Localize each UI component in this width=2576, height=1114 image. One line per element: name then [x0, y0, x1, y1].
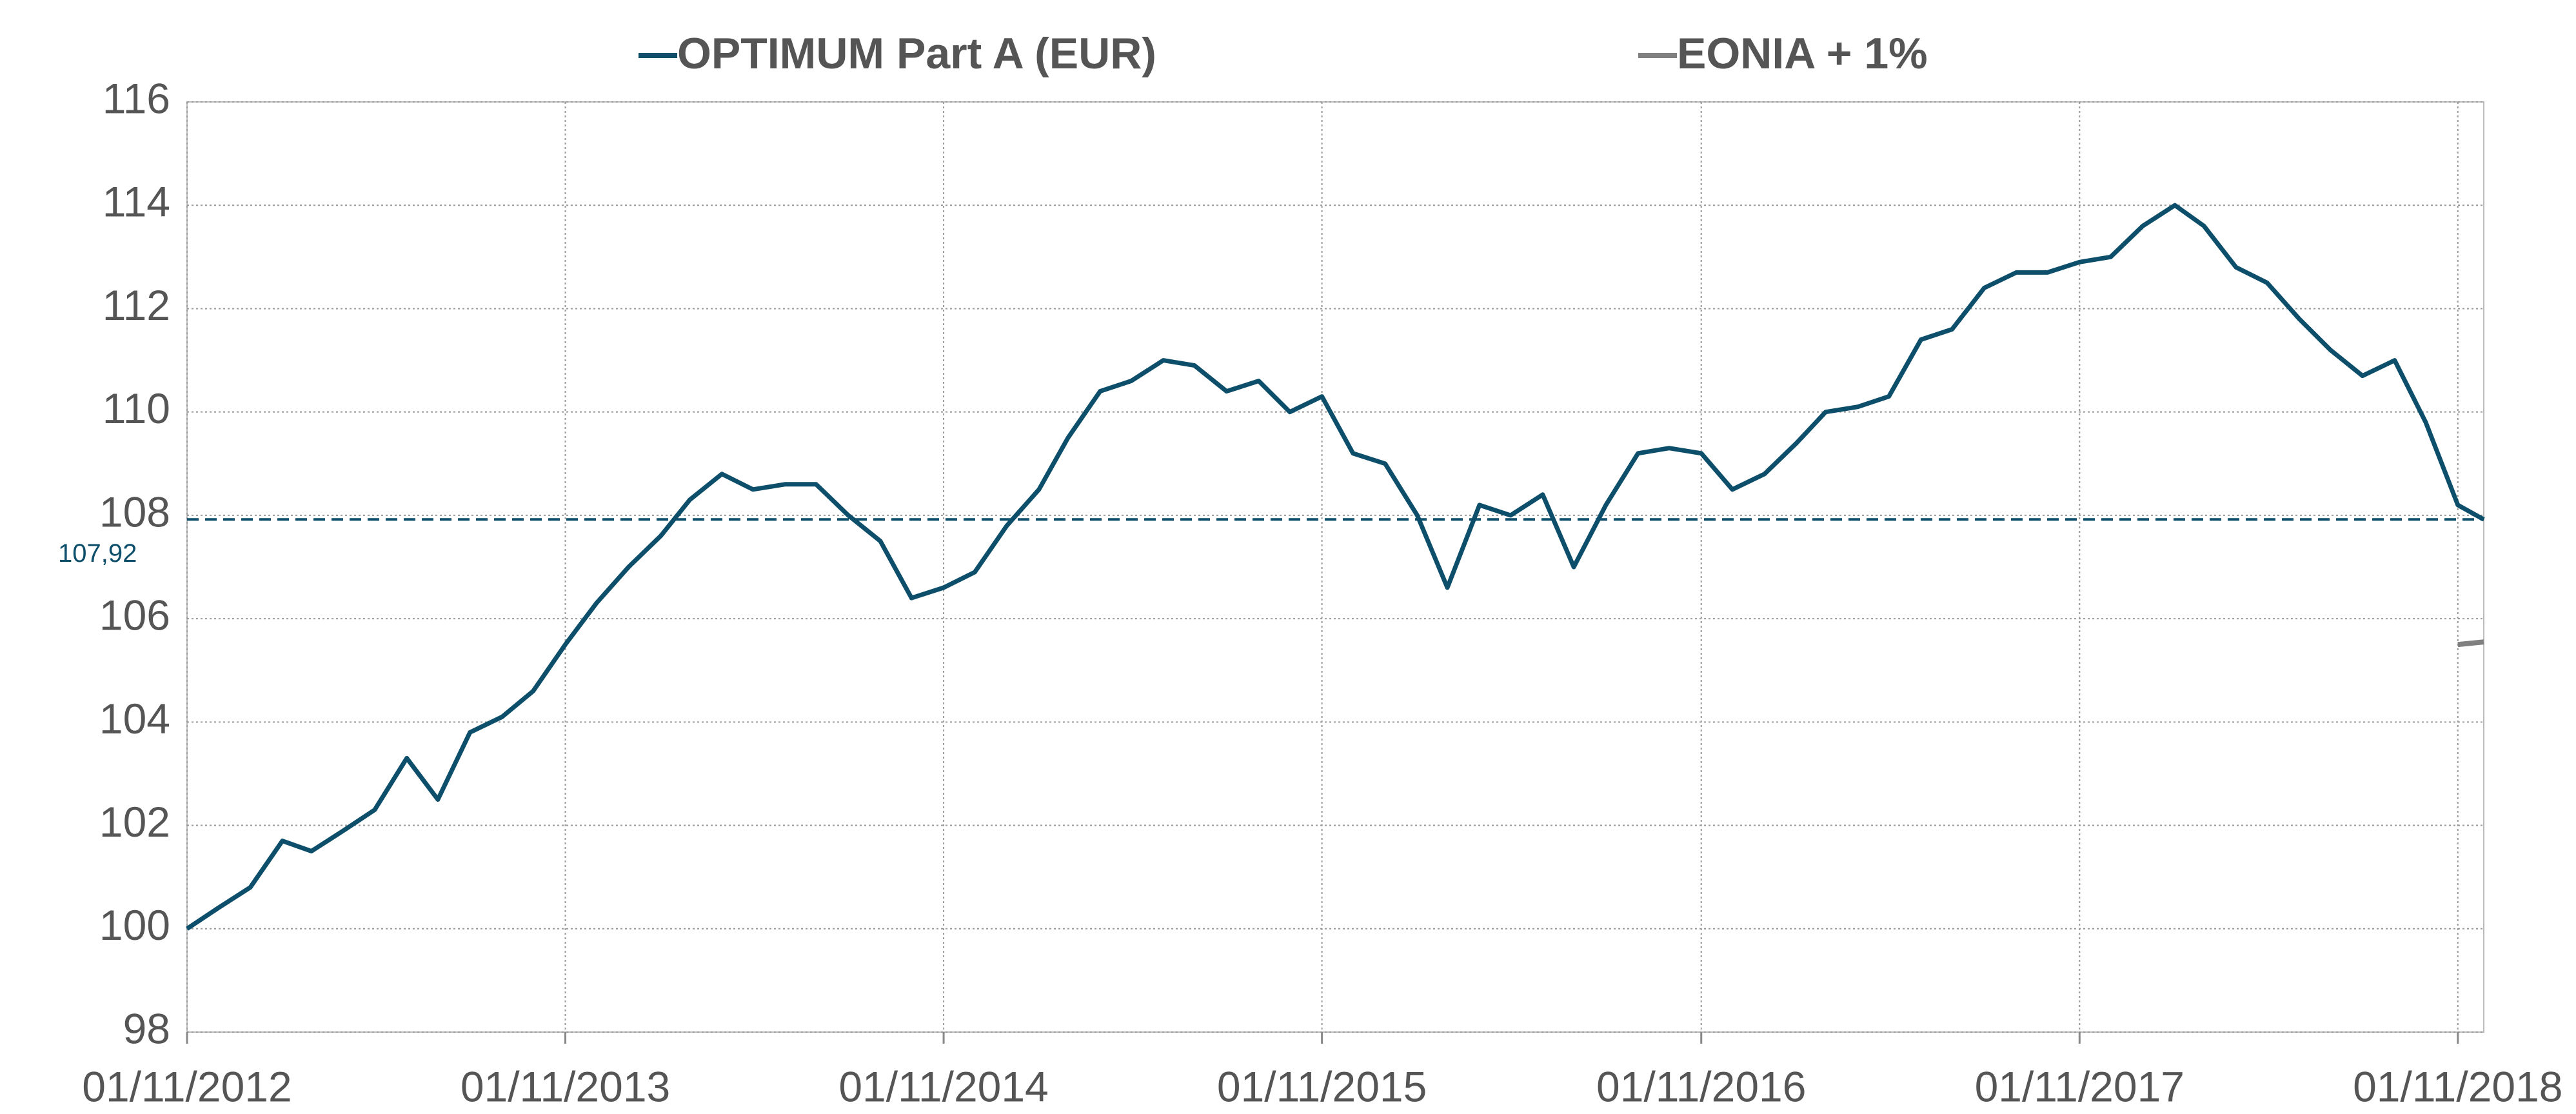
y-tick-label: 112 — [103, 281, 170, 329]
y-tick-label: 114 — [103, 178, 170, 226]
y-tick-label: 108 — [99, 488, 170, 535]
x-tick-label: 01/11/2015 — [1217, 1062, 1427, 1110]
x-tick-label: 01/11/2016 — [1596, 1062, 1806, 1110]
y-tick-label: 106 — [99, 592, 170, 639]
y-tick-label: 116 — [103, 74, 170, 122]
y-tick-label: 104 — [99, 695, 170, 742]
x-tick-label: 01/11/2017 — [1975, 1062, 2185, 1110]
legend-label: EONIA + 1% — [1677, 29, 1928, 78]
plot-frame — [186, 101, 2484, 1033]
reference-label: 107,92 — [58, 539, 137, 568]
y-tick-label: 100 — [99, 901, 170, 949]
y-tick-label: 102 — [99, 798, 170, 846]
y-tick-label: 98 — [123, 1004, 170, 1052]
legend-label: OPTIMUM Part A (EUR) — [677, 29, 1156, 78]
series-line — [186, 203, 2485, 931]
x-tick-label: 01/11/2012 — [82, 1062, 292, 1110]
x-tick-label: 01/11/2014 — [838, 1062, 1048, 1110]
series-line — [2457, 639, 2484, 648]
y-tick-label: 110 — [103, 384, 170, 432]
x-tick-label: 01/11/2018 — [2353, 1062, 2562, 1110]
x-tick-label: 01/11/2013 — [461, 1062, 670, 1110]
